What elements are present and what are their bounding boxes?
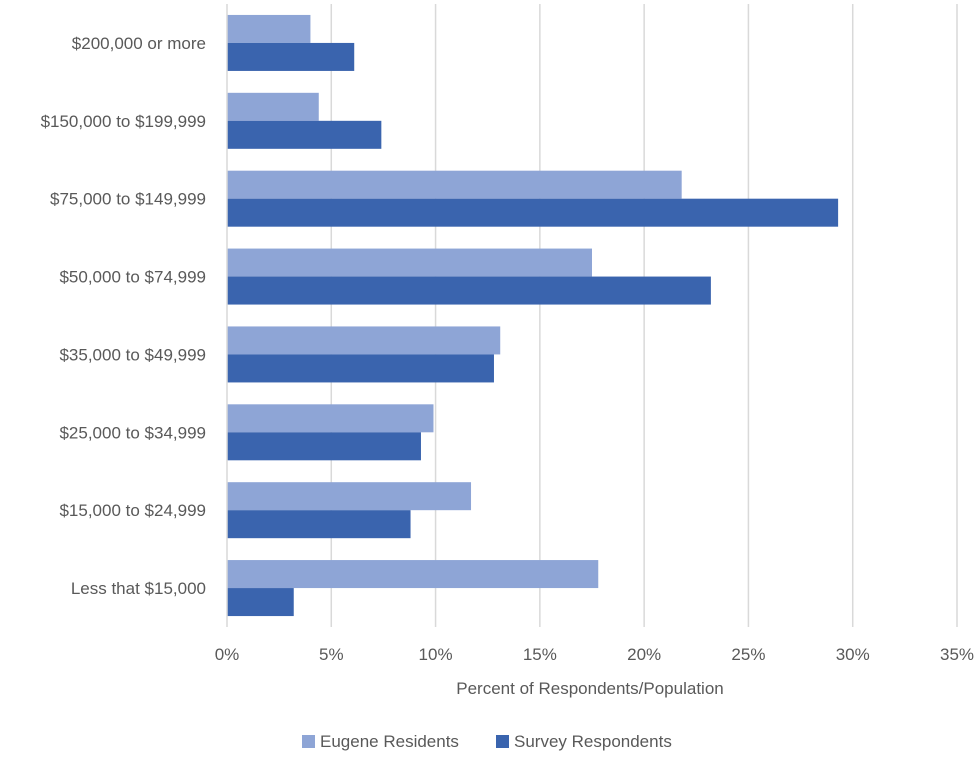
x-tick-label: 0% [215, 645, 240, 664]
category-label: $25,000 to $34,999 [59, 423, 206, 442]
category-label: $150,000 to $199,999 [41, 112, 206, 131]
legend-label: Survey Respondents [514, 732, 672, 751]
x-tick-label: 25% [731, 645, 765, 664]
x-axis-title: Percent of Respondents/Population [456, 679, 723, 698]
category-label: $35,000 to $49,999 [59, 345, 206, 364]
x-tick-label: 5% [319, 645, 344, 664]
category-label: $75,000 to $149,999 [50, 190, 206, 209]
bar-survey-respondents [227, 42, 355, 71]
x-tick-label: 35% [940, 645, 974, 664]
bar-survey-respondents [227, 276, 711, 305]
legend-swatch [496, 735, 509, 748]
category-label: Less that $15,000 [71, 579, 206, 598]
bar-eugene-residents [227, 14, 311, 43]
x-tick-label: 20% [627, 645, 661, 664]
bar-survey-respondents [227, 510, 411, 539]
x-tick-labels: 0% 5% 10% 15% 20% 25% 30% 35% [215, 645, 974, 664]
legend: Eugene Residents Survey Respondents [302, 732, 672, 751]
bar-eugene-residents [227, 482, 472, 511]
bars [227, 14, 839, 617]
category-labels: $200,000 or more $150,000 to $199,999 $75,… [41, 34, 206, 598]
bar-survey-respondents [227, 198, 839, 227]
x-tick-label: 30% [836, 645, 870, 664]
bar-eugene-residents [227, 92, 319, 121]
bar-eugene-residents [227, 326, 501, 355]
category-label: $200,000 or more [72, 34, 206, 53]
bar-eugene-residents [227, 170, 682, 199]
x-tick-label: 10% [419, 645, 453, 664]
legend-swatch [302, 735, 315, 748]
bar-survey-respondents [227, 354, 494, 383]
bar-eugene-residents [227, 248, 592, 277]
category-label: $15,000 to $24,999 [59, 501, 206, 520]
bar-survey-respondents [227, 432, 421, 461]
gridlines [330, 4, 958, 627]
category-label: $50,000 to $74,999 [59, 268, 206, 287]
bar-survey-respondents [227, 120, 382, 149]
bar-survey-respondents [227, 588, 294, 617]
bar-eugene-residents [227, 560, 599, 589]
legend-label: Eugene Residents [320, 732, 459, 751]
x-tick-label: 15% [523, 645, 557, 664]
bar-eugene-residents [227, 404, 434, 433]
